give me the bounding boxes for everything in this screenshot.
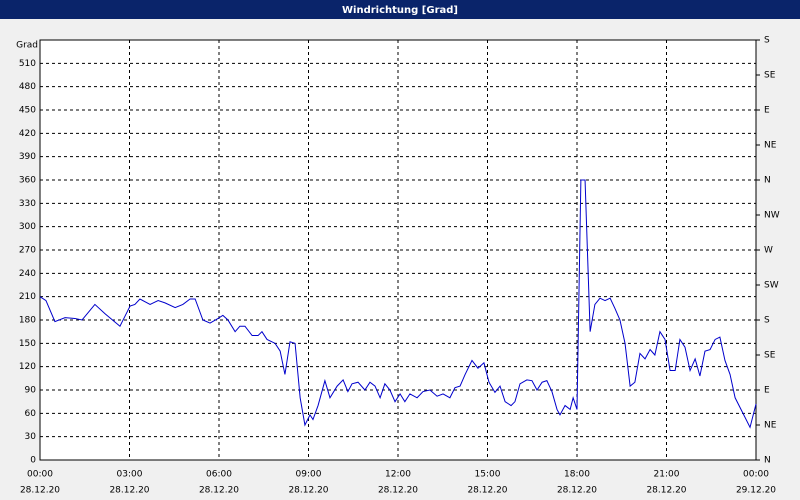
- x-tick-date: 28.12.20: [378, 486, 418, 496]
- y2-tick-label: SW: [764, 281, 779, 291]
- y2-tick-label: N: [764, 456, 771, 466]
- x-tick-label: 18:00: [564, 470, 590, 480]
- y-tick-label: 360: [19, 176, 36, 186]
- y-axis-label: Grad: [16, 41, 38, 51]
- y-tick-label: 150: [19, 339, 36, 349]
- y-tick-label: 240: [19, 269, 36, 279]
- y2-tick-label: E: [764, 106, 770, 116]
- y2-tick-label: E: [764, 386, 770, 396]
- plot-border: [39, 39, 757, 461]
- y-tick-label: 120: [19, 362, 36, 372]
- y-tick-label: 420: [19, 129, 36, 139]
- y-tick-label: 0: [30, 456, 36, 466]
- y-tick-label: 180: [19, 316, 36, 326]
- y2-tick-label: SE: [764, 71, 776, 81]
- chart-title: Windrichtung [Grad]: [342, 5, 458, 16]
- title-bar: [0, 0, 800, 19]
- x-tick-date: 28.12.20: [199, 486, 239, 496]
- data-line: [39, 179, 757, 429]
- x-tick-date: 28.12.20: [109, 486, 149, 496]
- y-tick-label: 390: [19, 152, 36, 162]
- y2-tick-label: NE: [764, 421, 777, 431]
- y-tick-label: 270: [19, 246, 36, 256]
- y2-tick-label: SE: [764, 351, 776, 361]
- x-tick-date: 28.12.20: [646, 486, 686, 496]
- x-tick-date: 28.12.20: [20, 486, 60, 496]
- y-tick-label: 300: [19, 222, 36, 232]
- x-tick-label: 12:00: [385, 470, 411, 480]
- y2-tick-label: W: [764, 246, 773, 256]
- y2-tick-label: N: [764, 176, 771, 186]
- x-tick-date: 28.12.20: [557, 486, 597, 496]
- y-tick-label: 60: [25, 409, 37, 419]
- y-tick-label: 510: [19, 59, 36, 69]
- y2-tick-label: NE: [764, 141, 777, 151]
- x-tick-label: 06:00: [206, 470, 232, 480]
- y-tick-label: 330: [19, 199, 36, 209]
- y-tick-label: 30: [25, 432, 37, 442]
- y2-tick-label: S: [764, 316, 770, 326]
- x-tick-label: 09:00: [296, 470, 322, 480]
- x-tick-label: 00:00: [27, 470, 53, 480]
- x-tick-label: 00:00: [743, 470, 769, 480]
- x-tick-date: 28.12.20: [288, 486, 328, 496]
- y-tick-label: 90: [25, 386, 37, 396]
- y-tick-label: 450: [19, 106, 36, 116]
- y2-tick-label: NW: [764, 211, 780, 221]
- x-tick-label: 21:00: [654, 470, 680, 480]
- x-tick-label: 03:00: [117, 470, 143, 480]
- y2-tick-label: S: [764, 36, 770, 46]
- y-tick-label: 210: [19, 292, 36, 302]
- x-tick-date: 29.12.20: [736, 486, 776, 496]
- y-tick-label: 480: [19, 82, 36, 92]
- x-tick-date: 28.12.20: [467, 486, 507, 496]
- x-tick-label: 15:00: [475, 470, 501, 480]
